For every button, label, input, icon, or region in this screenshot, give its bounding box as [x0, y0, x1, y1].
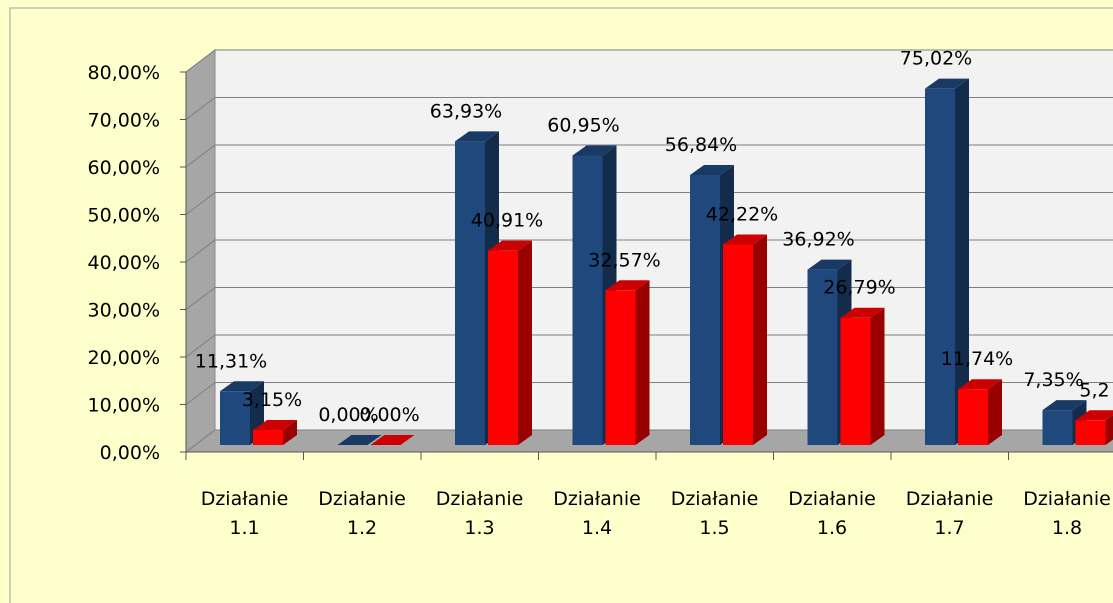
bar — [723, 234, 767, 445]
y-tick-label: 60,00% — [88, 157, 160, 179]
grid-line — [185, 97, 1113, 120]
data-label: 3,15% — [242, 389, 302, 411]
x-tick-label: Działanie 1.2 — [318, 488, 406, 539]
bar — [370, 435, 415, 445]
y-tick-label: 50,00% — [88, 205, 160, 227]
data-label: 60,95% — [547, 114, 619, 136]
bar — [925, 78, 969, 445]
x-tick-label: Działanie 1.1 — [200, 488, 289, 539]
data-label: 40,91% — [471, 210, 543, 232]
data-label: 0,00% — [318, 404, 378, 426]
data-label: 0,00% — [359, 404, 419, 426]
data-label: 75,02% — [900, 48, 972, 70]
x-tick-label: Działanie 1.4 — [553, 488, 641, 539]
data-label: 7,35% — [1023, 369, 1083, 391]
y-tick-label: 30,00% — [88, 300, 160, 322]
grid-line — [185, 239, 1113, 263]
data-label: 42,22% — [706, 203, 778, 225]
y-tick-label: 70,00% — [88, 110, 160, 132]
y-tick-label: 0,00% — [100, 442, 160, 464]
bar — [690, 165, 734, 445]
bar — [1075, 410, 1113, 445]
y-tick-label: 20,00% — [88, 347, 160, 369]
bar — [337, 435, 382, 445]
data-label: 26,79% — [823, 277, 895, 299]
x-tick-label: Działanie 1.5 — [670, 488, 759, 539]
x-tick-label: Działanie 1.6 — [788, 488, 876, 539]
data-label: 36,92% — [782, 229, 854, 251]
bar — [958, 379, 1002, 445]
data-label: 56,84% — [665, 134, 737, 156]
data-label: 11,31% — [195, 350, 267, 372]
bar — [840, 307, 885, 445]
grid-line — [185, 49, 1113, 73]
data-label: 63,93% — [430, 100, 502, 122]
x-tick-label: Działanie 1.7 — [905, 488, 994, 539]
bar — [253, 420, 297, 445]
grid-line — [185, 144, 1113, 168]
bar — [605, 280, 650, 445]
bar — [572, 145, 617, 446]
y-tick-label: 10,00% — [88, 395, 160, 417]
data-label: 32,57% — [588, 249, 660, 271]
data-label: 5,2 — [1079, 379, 1109, 401]
y-tick-label: 40,00% — [88, 252, 160, 274]
x-tick-label: Działanie 1.8 — [1023, 488, 1111, 539]
bar — [488, 240, 532, 445]
grid-line — [185, 192, 1113, 215]
y-tick-label: 80,00% — [88, 62, 160, 84]
data-label: 11,74% — [941, 348, 1013, 370]
x-tick-label: Działanie 1.3 — [435, 488, 524, 539]
